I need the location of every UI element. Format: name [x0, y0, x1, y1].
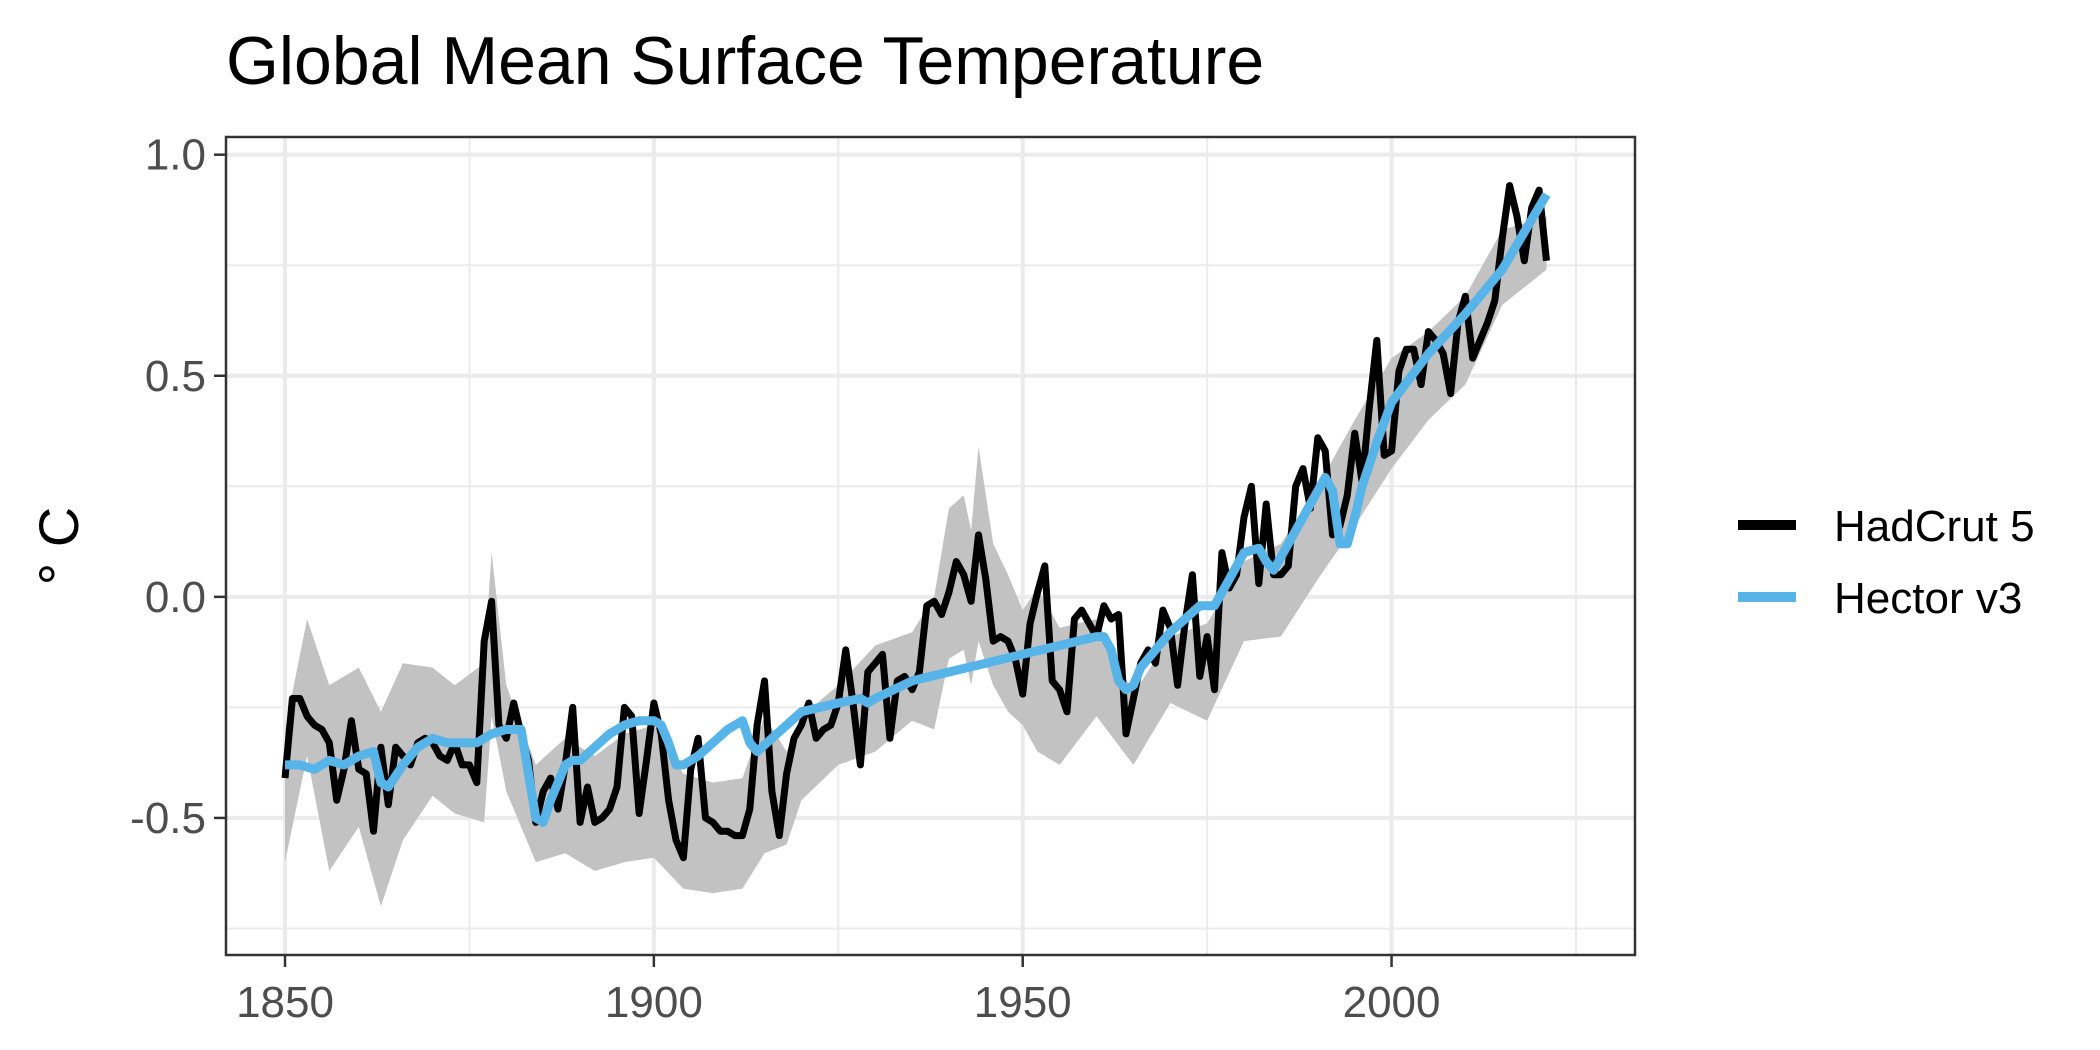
y-axis-title: ° C	[27, 507, 90, 585]
chart-title: Global Mean Surface Temperature	[226, 23, 1264, 99]
uncertainty-band	[285, 216, 1547, 907]
plot-border	[224, 135, 1637, 957]
y-tick-label: 0.5	[145, 352, 206, 401]
y-tick-label: 0.0	[145, 573, 206, 622]
plot-panel	[226, 137, 1635, 955]
x-tick-label: 1900	[605, 978, 703, 1027]
hector-v3-line	[285, 192, 1551, 827]
x-tick-label: 2000	[1343, 978, 1441, 1027]
y-axis: -0.5 0.0 0.5 1.0	[130, 131, 226, 843]
y-tick-label: 1.0	[145, 131, 206, 180]
y-tick-label: -0.5	[130, 794, 206, 843]
legend: HadCrut 5 Hector v3	[1738, 502, 2035, 623]
x-axis: 1850 1900 1950 2000	[236, 955, 1441, 1027]
x-tick-label: 1950	[974, 978, 1072, 1027]
legend-label-hadcrut5: HadCrut 5	[1834, 502, 2035, 551]
x-tick-label: 1850	[236, 978, 334, 1027]
legend-label-hector-v3: Hector v3	[1834, 574, 2022, 623]
series-lines	[281, 182, 1551, 862]
uncertainty-band-layer	[285, 216, 1547, 907]
